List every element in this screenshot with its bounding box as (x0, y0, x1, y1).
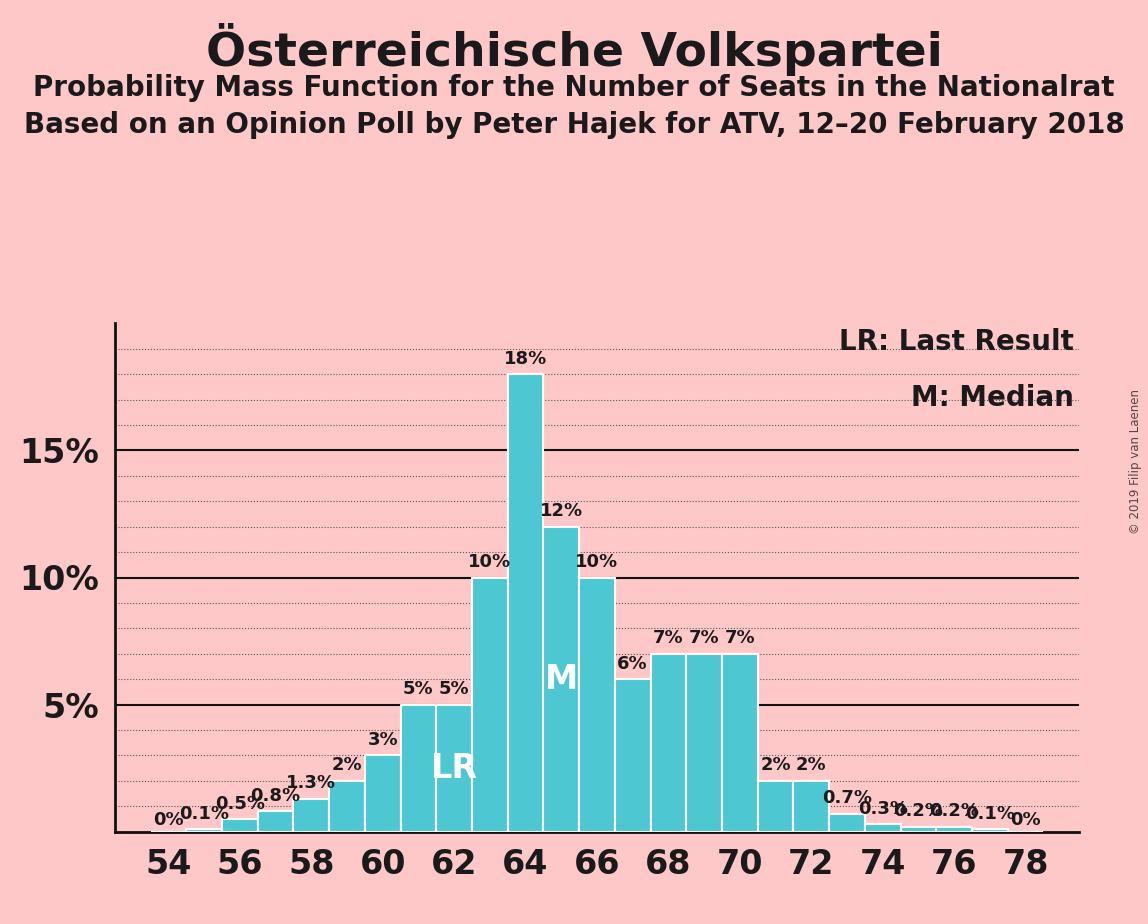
Text: 0.8%: 0.8% (250, 787, 301, 805)
Bar (294, 798, 329, 832)
Text: 0.3%: 0.3% (858, 799, 908, 818)
Bar (651, 654, 687, 832)
Bar (937, 826, 972, 832)
Text: 0.2%: 0.2% (893, 802, 944, 821)
Bar (365, 756, 401, 832)
Text: 2%: 2% (760, 757, 791, 774)
Text: 6%: 6% (618, 655, 647, 673)
Text: M: Median: M: Median (912, 384, 1075, 412)
Bar (472, 578, 507, 832)
Bar (615, 679, 651, 832)
Text: Based on an Opinion Poll by Peter Hajek for ATV, 12–20 February 2018: Based on an Opinion Poll by Peter Hajek … (24, 111, 1124, 139)
Text: 0.7%: 0.7% (822, 789, 872, 808)
Text: Probability Mass Function for the Number of Seats in the Nationalrat: Probability Mass Function for the Number… (33, 74, 1115, 102)
Bar (257, 811, 294, 832)
Bar (436, 704, 472, 832)
Text: © 2019 Filip van Laenen: © 2019 Filip van Laenen (1130, 390, 1142, 534)
Bar (687, 654, 722, 832)
Bar (900, 826, 937, 832)
Bar (758, 781, 793, 832)
Text: 0%: 0% (1010, 811, 1041, 829)
Text: M: M (544, 663, 577, 696)
Bar (829, 814, 864, 832)
Text: 0.1%: 0.1% (179, 805, 230, 822)
Text: 0.5%: 0.5% (215, 795, 265, 812)
Text: 7%: 7% (724, 629, 755, 648)
Text: LR: Last Result: LR: Last Result (839, 328, 1075, 357)
Bar (329, 781, 365, 832)
Bar (507, 374, 543, 832)
Bar (793, 781, 829, 832)
Text: 1.3%: 1.3% (286, 774, 336, 792)
Text: 7%: 7% (653, 629, 684, 648)
Bar (401, 704, 436, 832)
Text: 5%: 5% (403, 680, 434, 699)
Bar (186, 829, 222, 832)
Text: LR: LR (430, 751, 478, 784)
Text: 18%: 18% (504, 350, 548, 368)
Text: 0.1%: 0.1% (964, 805, 1015, 822)
Text: 12%: 12% (540, 503, 583, 520)
Text: 7%: 7% (689, 629, 720, 648)
Bar (972, 829, 1008, 832)
Bar (579, 578, 615, 832)
Text: 5%: 5% (439, 680, 470, 699)
Text: 10%: 10% (468, 553, 511, 571)
Text: 0%: 0% (153, 811, 184, 829)
Bar (222, 819, 257, 832)
Text: 0.2%: 0.2% (929, 802, 979, 821)
Bar (722, 654, 758, 832)
Text: 3%: 3% (367, 731, 398, 749)
Text: 2%: 2% (796, 757, 827, 774)
Bar (543, 527, 579, 832)
Text: 2%: 2% (332, 757, 363, 774)
Text: Österreichische Volkspartei: Österreichische Volkspartei (205, 23, 943, 76)
Text: 10%: 10% (575, 553, 619, 571)
Bar (864, 824, 900, 832)
